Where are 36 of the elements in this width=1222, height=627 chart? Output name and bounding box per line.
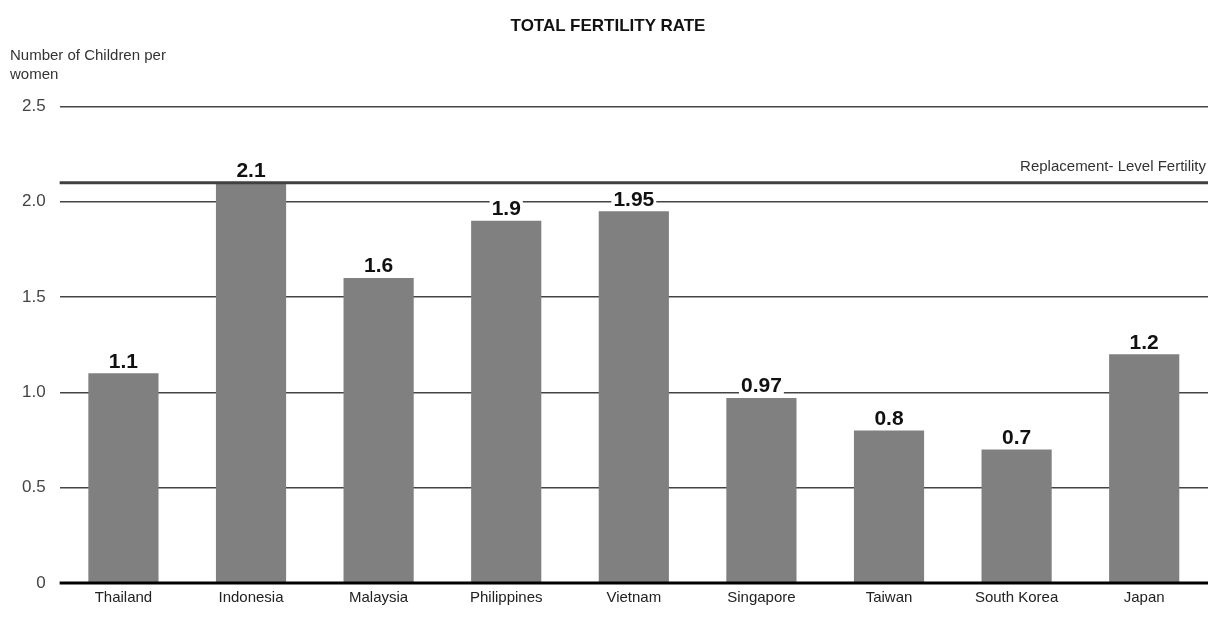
x-tick-label: Philippines: [469, 588, 543, 606]
x-tick-label: Indonesia: [218, 588, 285, 606]
y-tick-label: 0: [36, 572, 46, 592]
bar: [88, 373, 159, 583]
x-tick-label: Thailand: [94, 588, 153, 606]
bar: [215, 182, 287, 583]
data-label: 1.6: [364, 253, 394, 277]
bar: [598, 211, 669, 583]
x-tick-label: Malaysia: [349, 588, 409, 606]
x-tick-label: South Korea: [974, 588, 1059, 606]
x-tick-label: Taiwan: [865, 588, 913, 606]
bar: [1109, 354, 1180, 583]
x-tick-label: Vietnam: [606, 588, 662, 606]
ref-line-label: Replacement- Level Fertility: [1020, 157, 1207, 175]
y-tick-label: 1.0: [21, 382, 46, 402]
y-tick-label: 2.0: [21, 191, 46, 211]
x-tick-label: Singapore: [727, 588, 796, 606]
chart-title: TOTAL FERTILITY RATE: [510, 15, 706, 35]
data-label: 2.1: [236, 157, 266, 181]
bar: [726, 398, 797, 583]
data-label: 1.1: [108, 348, 139, 372]
bar: [853, 430, 925, 583]
bar: [471, 220, 542, 583]
data-label: 0.97: [740, 373, 782, 397]
data-label: 0.8: [874, 405, 904, 429]
y-tick-label: 1.5: [21, 286, 46, 306]
data-label: 1.95: [613, 186, 655, 210]
data-label: 0.7: [1002, 424, 1032, 448]
y-tick-label: 0.5: [21, 477, 46, 497]
data-label: 1.9: [491, 196, 521, 220]
y-tick-label: 2.5: [21, 96, 46, 116]
data-label: 1.2: [1129, 329, 1159, 353]
bar: [981, 449, 1052, 583]
x-tick-label: Japan: [1123, 588, 1165, 606]
y-axis-title: Number of Children per women: [9, 45, 166, 82]
bar: [343, 277, 414, 583]
